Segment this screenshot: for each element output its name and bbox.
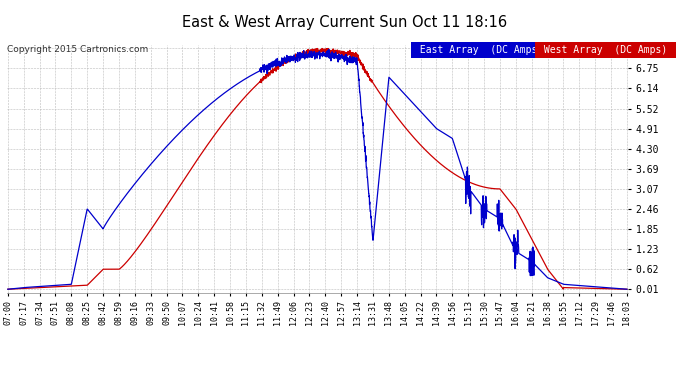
Text: East Array  (DC Amps): East Array (DC Amps)	[414, 45, 549, 55]
Text: Copyright 2015 Cartronics.com: Copyright 2015 Cartronics.com	[7, 45, 148, 54]
Text: West Array  (DC Amps): West Array (DC Amps)	[538, 45, 673, 55]
Text: East & West Array Current Sun Oct 11 18:16: East & West Array Current Sun Oct 11 18:…	[182, 15, 508, 30]
